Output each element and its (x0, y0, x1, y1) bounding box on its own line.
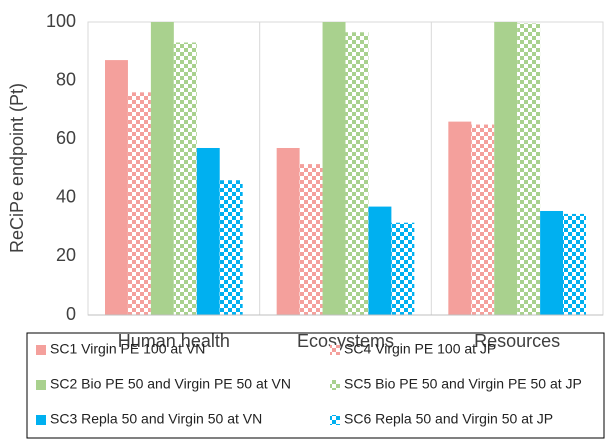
legend-swatch (330, 345, 340, 355)
y-tick-label: 100 (46, 11, 76, 31)
legend-label: SC6 Repla 50 and Virgin 50 at JP (344, 411, 553, 427)
bar (448, 121, 472, 316)
bar (276, 147, 300, 315)
x-tick-label: Resources (474, 331, 560, 351)
bar (299, 164, 323, 315)
legend-label: SC1 Virgin PE 100 at VN (50, 341, 205, 357)
legend-swatch (36, 345, 46, 355)
bar (563, 213, 586, 315)
legend-swatch (36, 380, 46, 390)
legend-swatch (36, 415, 46, 425)
y-tick-label: 20 (56, 245, 76, 265)
bar (219, 180, 243, 315)
legend-label: SC5 Bio PE 50 and Virgin PE 50 at JP (344, 376, 582, 392)
x-tick-label: Ecosystems (297, 331, 394, 351)
bar (540, 210, 564, 315)
y-tick-label: 40 (56, 187, 76, 207)
legend-swatch (330, 415, 340, 425)
bar (391, 222, 415, 315)
y-tick-label: 60 (56, 128, 76, 148)
legend-swatch (330, 380, 340, 390)
y-axis-title: ReCiPe endpoint (Pt) (7, 83, 27, 253)
legend-label: SC2 Bio PE 50 and Virgin PE 50 at VN (50, 376, 291, 392)
bar (105, 60, 128, 316)
legend-label: SC3 Repla 50 and Virgin 50 at VN (50, 411, 262, 427)
y-tick-label: 0 (66, 304, 76, 324)
bar (345, 32, 369, 315)
bar (471, 124, 495, 315)
y-tick-label: 80 (56, 69, 76, 89)
bar (322, 22, 346, 315)
legend-frame (26, 332, 605, 439)
legend-label: SC4 Virgin PE 100 at JP (344, 341, 496, 357)
bar (368, 206, 392, 315)
bar (127, 92, 151, 315)
bar (196, 147, 220, 315)
x-tick-label: Human health (118, 331, 230, 351)
bar (494, 22, 518, 315)
bar (517, 23, 541, 316)
bar (173, 42, 197, 315)
bar (150, 22, 174, 315)
